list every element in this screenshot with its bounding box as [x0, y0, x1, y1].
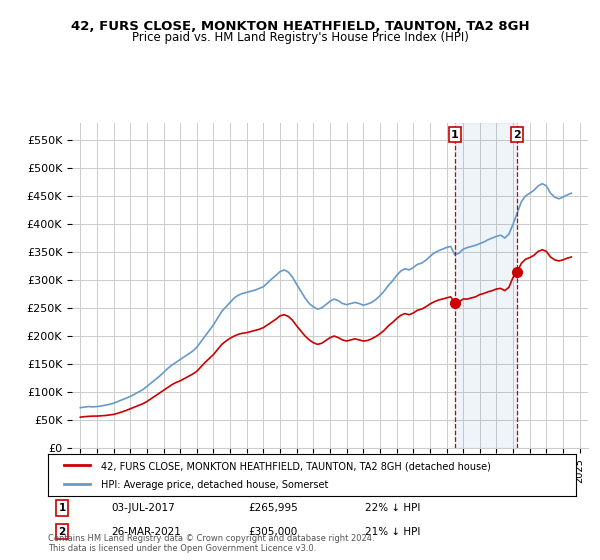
Text: £265,995: £265,995 — [248, 503, 298, 513]
Text: Price paid vs. HM Land Registry's House Price Index (HPI): Price paid vs. HM Land Registry's House … — [131, 31, 469, 44]
Text: 42, FURS CLOSE, MONKTON HEATHFIELD, TAUNTON, TA2 8GH: 42, FURS CLOSE, MONKTON HEATHFIELD, TAUN… — [71, 20, 529, 32]
Text: 21% ↓ HPI: 21% ↓ HPI — [365, 527, 420, 536]
Bar — [455, 123, 517, 448]
Text: Contains HM Land Registry data © Crown copyright and database right 2024.
This d: Contains HM Land Registry data © Crown c… — [48, 534, 374, 553]
Text: 26-MAR-2021: 26-MAR-2021 — [112, 527, 181, 536]
Text: 1: 1 — [451, 130, 459, 139]
Text: 42, FURS CLOSE, MONKTON HEATHFIELD, TAUNTON, TA2 8GH (detached house): 42, FURS CLOSE, MONKTON HEATHFIELD, TAUN… — [101, 461, 491, 471]
Text: £305,000: £305,000 — [248, 527, 298, 536]
Text: 2: 2 — [514, 130, 521, 139]
Text: HPI: Average price, detached house, Somerset: HPI: Average price, detached house, Some… — [101, 480, 328, 489]
Text: 03-JUL-2017: 03-JUL-2017 — [112, 503, 175, 513]
Text: 1: 1 — [59, 503, 66, 513]
Text: 2: 2 — [59, 527, 66, 536]
Text: 22% ↓ HPI: 22% ↓ HPI — [365, 503, 420, 513]
